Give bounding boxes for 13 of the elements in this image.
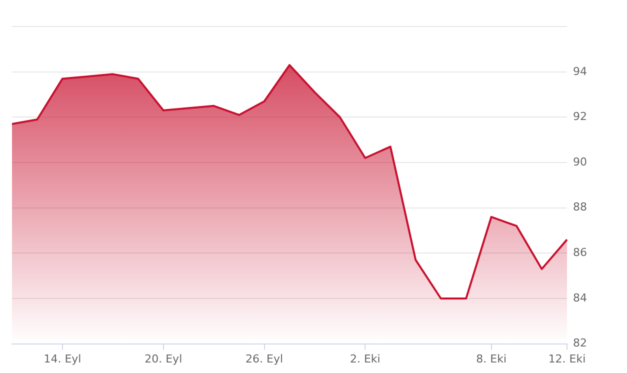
x-tick-label: 2. Eki <box>350 352 380 366</box>
x-tick-label: 14. Eyl <box>44 352 82 366</box>
y-tick-label: 88 <box>573 200 587 214</box>
x-tick-label: 8. Eki <box>476 352 507 366</box>
y-tick-label: 94 <box>573 64 587 78</box>
y-tick-label: 90 <box>573 155 587 168</box>
x-tick-label: 26. Eyl <box>246 352 284 366</box>
y-tick-label: 92 <box>573 110 587 124</box>
x-tick-label: 12. Eki <box>548 352 586 366</box>
y-tick-label: 84 <box>573 291 587 304</box>
x-tick-label: 20. Eyl <box>144 352 182 366</box>
y-tick-label: 82 <box>573 336 587 350</box>
y-tick-label: 86 <box>573 246 587 260</box>
